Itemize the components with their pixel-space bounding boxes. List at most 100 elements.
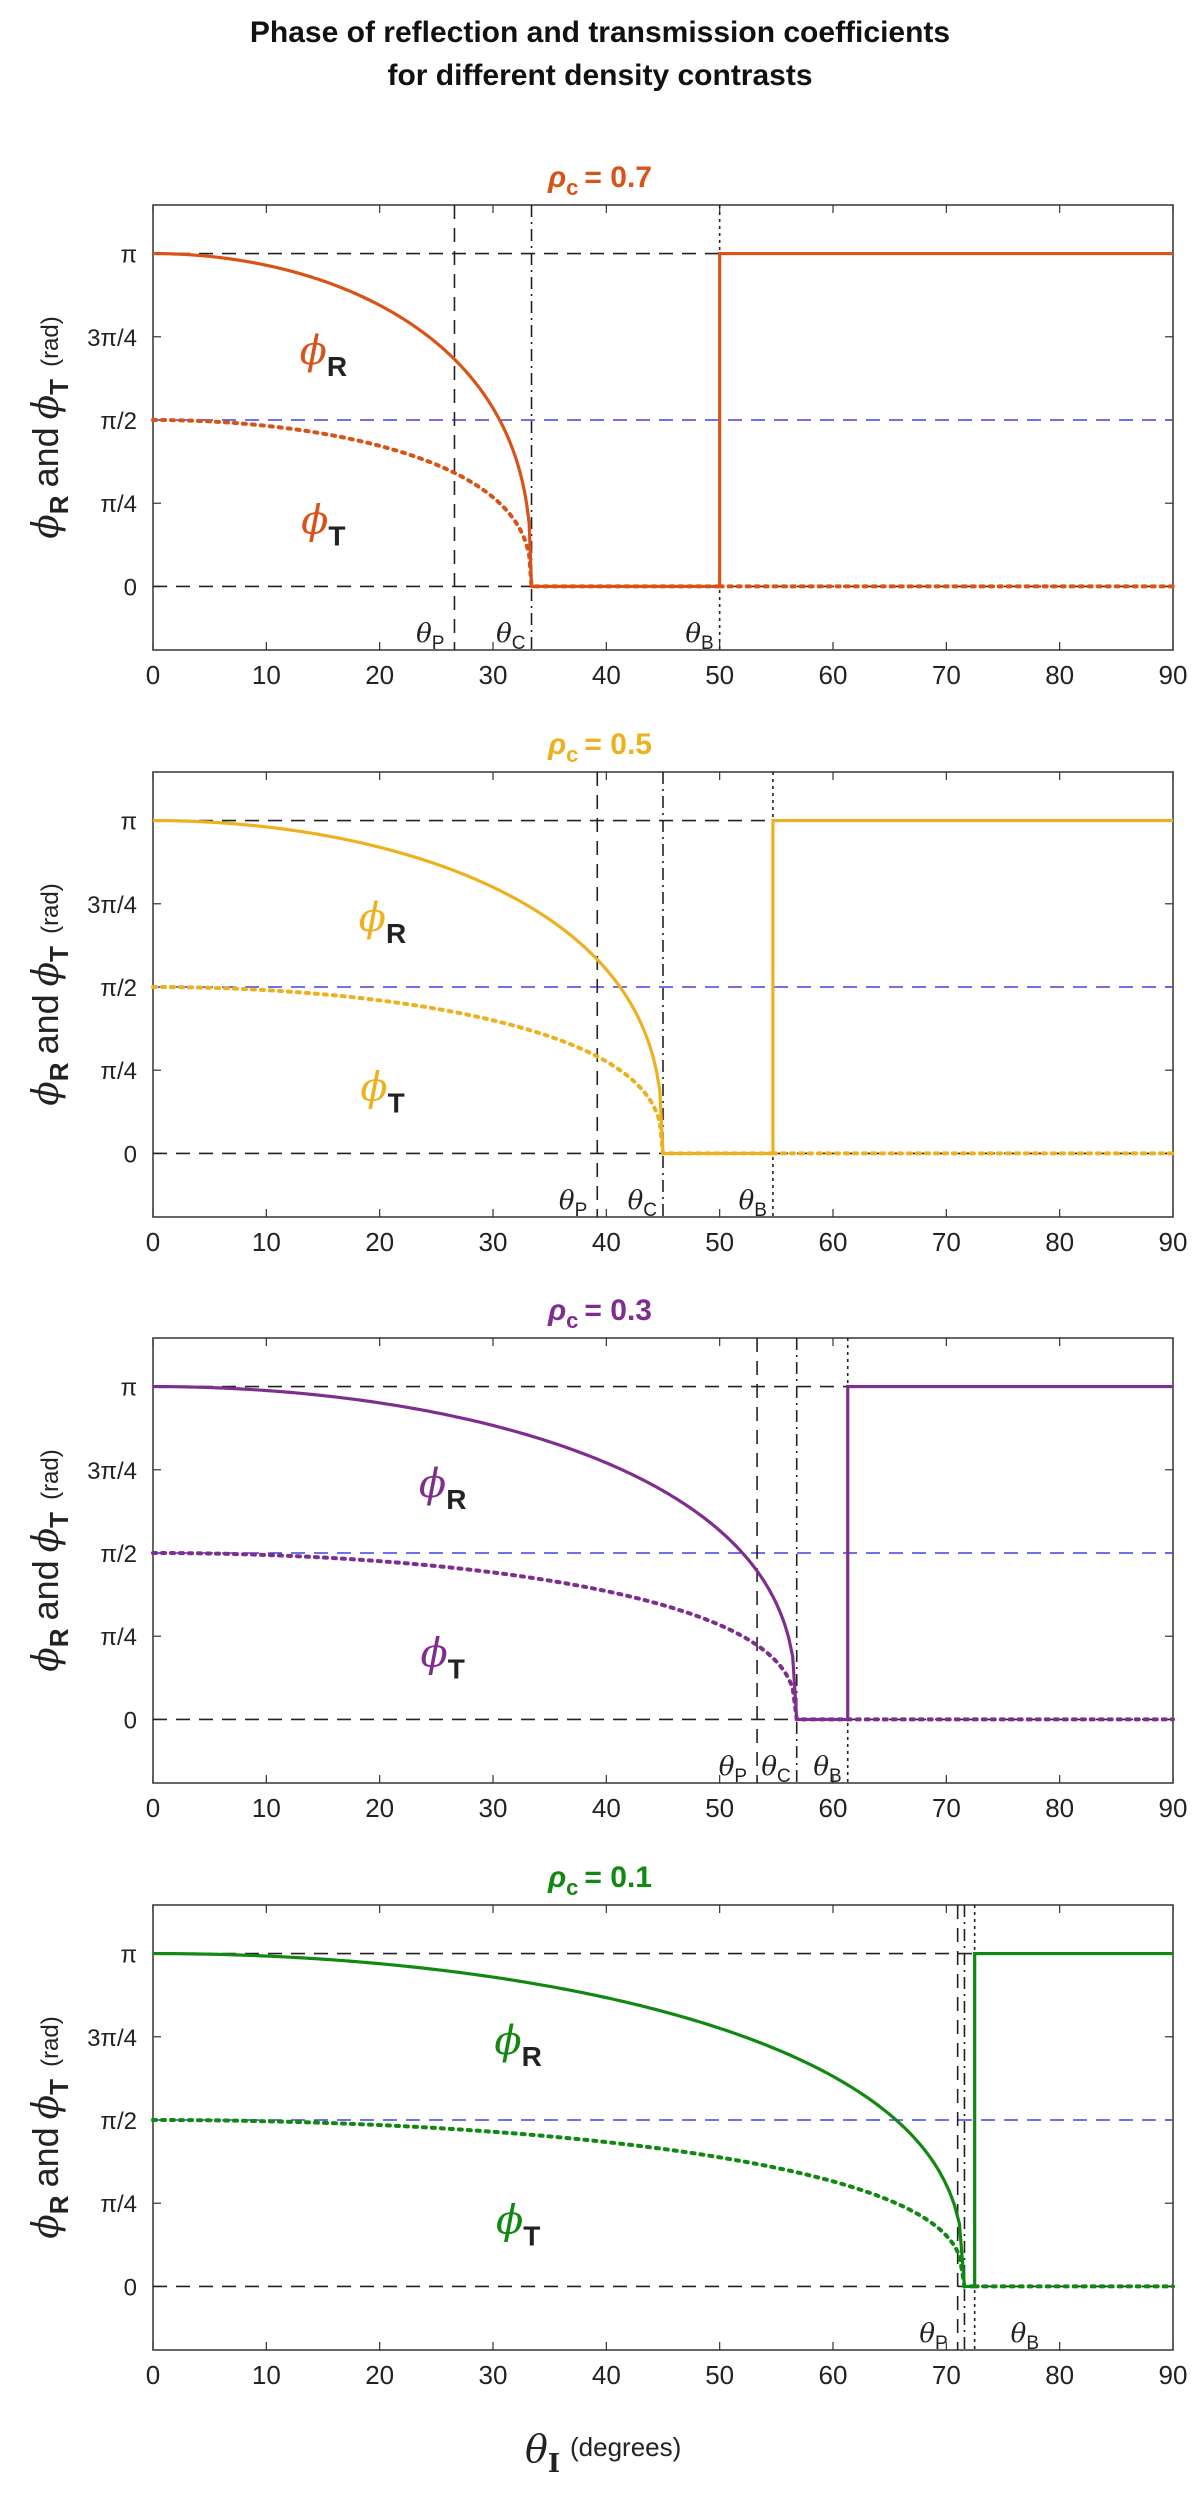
x-tick-label: 50 bbox=[705, 1227, 734, 1257]
svg-text:θI: θI bbox=[525, 2427, 560, 2479]
x-tick-label: 10 bbox=[252, 2360, 281, 2390]
x-tick-label: 0 bbox=[146, 1793, 160, 1823]
x-tick-label: 0 bbox=[146, 1227, 160, 1257]
x-tick-label: 30 bbox=[479, 660, 508, 690]
panels: ρc = 0.70 10 20 30 40 50 60 70 80 900π/4π/23π/4πθP… bbox=[25, 161, 1187, 2390]
x-axis-label: θI (degrees) bbox=[525, 2427, 681, 2479]
theta-b-label: θB bbox=[685, 619, 713, 654]
y-tick-label: π/4 bbox=[100, 1624, 137, 1651]
x-axis-label-sub: I bbox=[548, 2449, 560, 2479]
y-axis-label: ϕRandϕT(rad) bbox=[25, 2016, 74, 2239]
phi-t-label: ϕT bbox=[360, 1064, 404, 1118]
plot-frame bbox=[152, 204, 1174, 651]
panel-title: ρc = 0.5 bbox=[547, 728, 652, 767]
y-axis-label: ϕRandϕT(rad) bbox=[25, 883, 74, 1106]
plot-frame bbox=[152, 1337, 1174, 1784]
y-tick-label: 3π/4 bbox=[87, 325, 137, 352]
phi-t-label: ϕT bbox=[420, 1630, 464, 1684]
x-tick-label: 0 bbox=[146, 660, 160, 690]
phi-r-curve bbox=[153, 1951, 975, 2289]
x-tick-label: 20 bbox=[365, 1227, 394, 1257]
y-tick-label: π/2 bbox=[100, 1541, 137, 1568]
panel-title: ρc = 0.1 bbox=[547, 1861, 652, 1900]
panel-2: ρc = 0.5 0 10 20 30 40 50 60 70 80 90 0 π/4 π/2 3π/4 π θP… bbox=[25, 728, 1187, 1257]
panel-title-value: = 0.7 bbox=[584, 161, 652, 194]
x-tick-label: 90 bbox=[1159, 2360, 1188, 2390]
theta-p-label: θP bbox=[559, 1186, 587, 1221]
phi-r-after-brewster bbox=[718, 251, 1173, 587]
panel-title-rho: ρ bbox=[547, 1861, 566, 1894]
x-tick-label: 50 bbox=[705, 2360, 734, 2390]
y-tick-label: π bbox=[120, 1942, 137, 1969]
y-tick-label: π bbox=[120, 242, 137, 269]
x-tick-label: 30 bbox=[479, 1227, 508, 1257]
panel-title: ρc = 0.3 bbox=[547, 1294, 652, 1333]
x-tick-label: 40 bbox=[592, 1793, 621, 1823]
theta-c-label: θC bbox=[628, 1186, 657, 1221]
panel-title-rho: ρ bbox=[547, 161, 566, 194]
theta-p-label: θP bbox=[416, 619, 444, 654]
x-tick-label: 70 bbox=[932, 660, 961, 690]
figure-title-line2: for different density contrasts bbox=[387, 59, 812, 92]
y-tick-label: π/2 bbox=[100, 408, 137, 435]
y-tick-label: 3π/4 bbox=[87, 2025, 137, 2052]
x-tick-label: 60 bbox=[819, 1793, 848, 1823]
panel-title-value: = 0.3 bbox=[584, 1294, 652, 1327]
x-tick-label: 10 bbox=[252, 1227, 281, 1257]
phi-r-label: ϕR bbox=[494, 2018, 542, 2072]
y-tick-label: π bbox=[120, 1375, 137, 1402]
phi-r-curve bbox=[153, 251, 720, 589]
x-tick-label: 10 bbox=[252, 660, 281, 690]
theta-c-label: θC bbox=[761, 1752, 790, 1787]
y-tick-label: π/4 bbox=[100, 2191, 137, 2218]
y-tick-label: π/2 bbox=[100, 2108, 137, 2135]
x-tick-label: 70 bbox=[932, 1227, 961, 1257]
x-tick-label: 50 bbox=[705, 1793, 734, 1823]
x-tick-label: 20 bbox=[365, 1793, 394, 1823]
y-tick-label: π/4 bbox=[100, 1058, 137, 1085]
panel-title: ρc = 0.7 bbox=[547, 161, 652, 200]
theta-p-label: θP bbox=[919, 2319, 947, 2354]
theta-c-label: θC bbox=[496, 619, 525, 654]
panel-title-sub: c bbox=[566, 742, 578, 767]
phi-t-label: ϕT bbox=[496, 2197, 540, 2251]
y-tick-label: π/2 bbox=[100, 975, 137, 1002]
theta-p-label: θP bbox=[719, 1752, 747, 1787]
y-tick-label: 0 bbox=[124, 1141, 137, 1168]
phi-t-curve bbox=[151, 2118, 977, 2289]
x-tick-label: 60 bbox=[819, 1227, 848, 1257]
x-tick-label: 40 bbox=[592, 2360, 621, 2390]
panel-title-rho: ρ bbox=[547, 1294, 566, 1327]
y-axis-label: ϕRandϕT(rad) bbox=[25, 316, 74, 539]
x-tick-label: 80 bbox=[1045, 1793, 1074, 1823]
phi-r-label: ϕR bbox=[359, 895, 407, 949]
y-tick-label: π bbox=[120, 809, 137, 836]
x-tick-label: 50 bbox=[705, 660, 734, 690]
phi-t-label: ϕT bbox=[301, 497, 345, 551]
phi-t-curve bbox=[151, 418, 722, 589]
panel-title-sub: c bbox=[566, 1308, 578, 1333]
x-tick-label: 30 bbox=[479, 2360, 508, 2390]
x-tick-label: 40 bbox=[592, 1227, 621, 1257]
phi-t-curve bbox=[151, 985, 775, 1156]
phi-t-curve bbox=[151, 1551, 850, 1722]
x-tick-label: 80 bbox=[1045, 2360, 1074, 2390]
phi-r-curve bbox=[153, 1384, 848, 1722]
phi-r-curve bbox=[153, 818, 773, 1156]
x-tick-label: 90 bbox=[1159, 1227, 1188, 1257]
y-tick-label: 3π/4 bbox=[87, 892, 137, 919]
phi-r-label: ϕR bbox=[419, 1461, 467, 1515]
y-tick-label: π/4 bbox=[100, 491, 137, 518]
x-tick-label: 0 bbox=[146, 2360, 160, 2390]
theta-b-label: θB bbox=[813, 1752, 841, 1787]
panel-title-sub: c bbox=[566, 175, 578, 200]
phi-r-after-brewster bbox=[973, 1951, 1173, 2287]
x-tick-label: 90 bbox=[1159, 1793, 1188, 1823]
x-tick-label: 80 bbox=[1045, 660, 1074, 690]
y-tick-label: 0 bbox=[124, 2274, 137, 2301]
plot-frame bbox=[152, 1904, 1174, 2351]
x-axis-label-units: (degrees) bbox=[570, 2432, 681, 2462]
x-axis-label-symbol: θ bbox=[525, 2427, 548, 2471]
panel-title-rho: ρ bbox=[547, 728, 566, 761]
x-tick-label: 40 bbox=[592, 660, 621, 690]
